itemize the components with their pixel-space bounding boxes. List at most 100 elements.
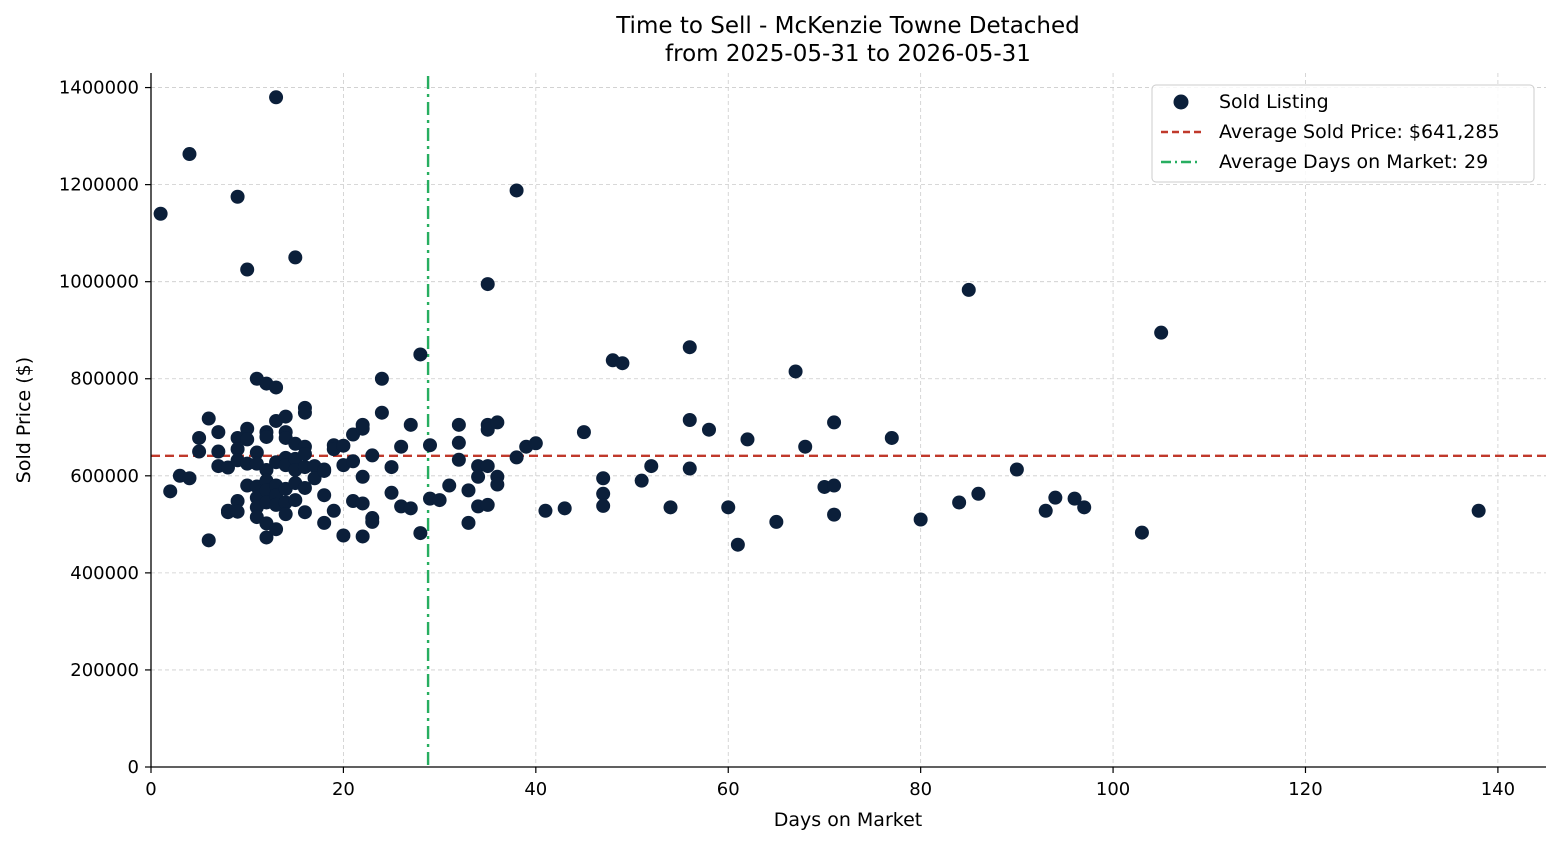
legend-label-average-price: Average Sold Price: $641,285 — [1219, 121, 1500, 143]
data-point — [230, 504, 245, 519]
data-point — [682, 461, 697, 476]
data-point — [317, 463, 332, 478]
data-point — [952, 495, 967, 510]
x-axis-ticks: 0 20 40 60 80 100 120 140 — [145, 767, 1515, 800]
data-point — [509, 450, 524, 465]
data-point — [682, 340, 697, 355]
data-point — [1048, 490, 1063, 505]
data-point — [576, 425, 591, 440]
data-point — [644, 459, 659, 474]
data-point — [394, 439, 409, 454]
data-point — [538, 503, 553, 518]
data-point — [596, 486, 611, 501]
data-point — [528, 436, 543, 451]
data-point — [615, 356, 630, 371]
data-point — [480, 422, 495, 437]
data-point — [182, 471, 197, 486]
data-point — [384, 485, 399, 500]
data-point — [355, 529, 370, 544]
data-point — [471, 469, 486, 484]
data-point — [432, 493, 447, 508]
data-point — [346, 454, 361, 469]
data-point — [480, 277, 495, 292]
data-point — [355, 496, 370, 511]
data-point — [297, 405, 312, 420]
data-point — [451, 435, 466, 450]
y-tick-label: 1400000 — [59, 78, 139, 99]
data-point — [557, 501, 572, 516]
data-point — [192, 430, 207, 445]
data-points — [153, 90, 1486, 552]
data-point — [413, 526, 428, 541]
data-point — [211, 425, 226, 440]
data-point — [451, 452, 466, 467]
x-tick-label: 0 — [145, 779, 156, 800]
data-point — [634, 473, 649, 488]
y-tick-label: 400000 — [70, 563, 139, 584]
data-point — [201, 533, 216, 548]
data-point — [153, 206, 168, 221]
data-point — [1154, 325, 1169, 340]
data-point — [509, 183, 524, 198]
data-point — [442, 478, 457, 493]
data-point — [365, 448, 380, 463]
data-point — [596, 471, 611, 486]
data-point — [1067, 491, 1082, 506]
y-tick-label: 1000000 — [59, 272, 139, 293]
data-point — [192, 444, 207, 459]
data-point — [230, 189, 245, 204]
data-point — [480, 497, 495, 512]
data-point — [1038, 503, 1053, 518]
data-point — [1077, 500, 1092, 515]
data-point — [269, 90, 284, 105]
data-point — [913, 512, 928, 527]
data-point — [288, 250, 303, 265]
data-point — [788, 364, 803, 379]
data-point — [163, 484, 178, 499]
chart-subtitle: from 2025-05-31 to 2026-05-31 — [665, 41, 1031, 67]
x-tick-label: 60 — [717, 779, 740, 800]
legend: Sold Listing Average Sold Price: $641,28… — [1151, 84, 1535, 183]
x-axis-label: Days on Market — [774, 809, 922, 831]
data-point — [461, 483, 476, 498]
data-point — [240, 432, 255, 447]
y-tick-label: 1200000 — [59, 175, 139, 196]
data-point — [297, 480, 312, 495]
data-point — [230, 494, 245, 509]
data-point — [827, 507, 842, 522]
data-point — [297, 446, 312, 461]
data-point — [288, 493, 303, 508]
x-tick-label: 40 — [524, 779, 547, 800]
data-point — [451, 417, 466, 432]
data-point — [259, 429, 274, 444]
data-point — [278, 507, 293, 522]
y-axis-label: Sold Price ($) — [13, 357, 35, 483]
data-point — [403, 501, 418, 516]
legend-label-average-days: Average Days on Market: 29 — [1219, 151, 1488, 173]
data-point — [278, 409, 293, 424]
data-point — [259, 462, 274, 477]
data-point — [769, 514, 784, 529]
data-point — [240, 421, 255, 436]
data-point — [596, 498, 611, 513]
data-point — [374, 405, 389, 420]
data-point — [230, 442, 245, 457]
data-point — [403, 417, 418, 432]
data-point — [721, 500, 736, 515]
data-point — [827, 415, 842, 430]
data-point — [884, 430, 899, 445]
data-point — [702, 422, 716, 437]
data-point — [317, 515, 332, 530]
data-point — [1134, 525, 1149, 540]
data-point — [336, 528, 351, 543]
data-point — [259, 530, 274, 545]
x-tick-label: 140 — [1481, 779, 1515, 800]
data-point — [374, 371, 389, 386]
data-point — [798, 439, 813, 454]
x-tick-label: 20 — [332, 779, 355, 800]
data-point — [682, 413, 697, 427]
data-point — [384, 460, 399, 475]
data-point — [297, 505, 312, 520]
data-point — [307, 471, 322, 486]
